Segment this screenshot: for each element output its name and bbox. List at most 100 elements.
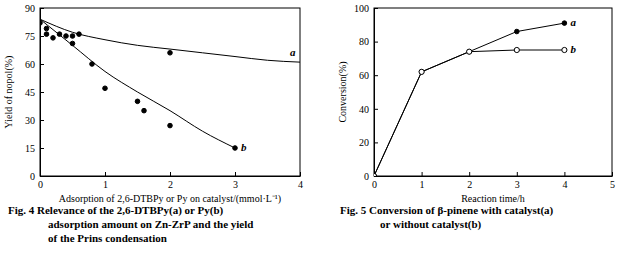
y-tick-mark <box>40 120 44 121</box>
x-tick-label: 1 <box>420 179 425 190</box>
y-tick-label: 80 <box>359 36 369 47</box>
x-tick-mark <box>105 172 106 176</box>
y-tick: 100 <box>354 3 378 14</box>
data-point <box>44 32 49 37</box>
x-tick: 2 <box>467 172 472 190</box>
series-labels: ab <box>241 46 296 153</box>
y-axis: 0 20 40 60 80 100 <box>354 3 378 182</box>
series-line <box>374 23 564 176</box>
y-tick-mark <box>40 8 44 9</box>
x-tick-label: 0 <box>372 179 377 190</box>
x-tick-mark <box>564 172 565 176</box>
caption-line: adsorption amount on Zn-ZrP and the yiel… <box>48 218 253 230</box>
y-axis-title: Conversion(%) <box>337 61 349 122</box>
y-axis-title: Yield of nopol(%) <box>3 56 15 129</box>
y-tick-label: 90 <box>25 3 35 14</box>
y-tick: 20 <box>359 137 378 148</box>
caption-line: Fig. 5 Conversion of β-pinene with catal… <box>340 204 554 217</box>
x-tick-mark <box>517 172 518 176</box>
x-tick: 4 <box>298 172 303 190</box>
x-tick-mark <box>422 172 423 176</box>
y-tick-mark <box>374 176 378 177</box>
y-axis-line <box>374 9 375 177</box>
series-label: b <box>570 43 576 55</box>
y-tick-mark <box>40 92 44 93</box>
y-tick-label: 20 <box>359 137 369 148</box>
x-tick-label: 5 <box>610 179 615 190</box>
x-tick-label: 0 <box>38 179 43 190</box>
y-tick-label: 0 <box>364 171 369 182</box>
y-tick-mark <box>40 176 44 177</box>
x-tick: 3 <box>233 172 238 190</box>
data-point <box>562 21 567 26</box>
series-b <box>374 47 567 176</box>
data-point <box>374 174 376 176</box>
data-point <box>90 62 95 67</box>
x-tick: 5 <box>610 172 615 190</box>
y-tick: 0 <box>30 171 44 182</box>
plot-area <box>374 21 567 176</box>
y-tick: 40 <box>359 104 378 115</box>
series-labels: ab <box>570 16 576 55</box>
x-axis-line <box>41 176 301 177</box>
x-tick: 0 <box>372 172 377 190</box>
x-tick-label: 1 <box>103 179 108 190</box>
y-tick-mark <box>40 148 44 149</box>
y-tick: 15 <box>25 143 44 154</box>
x-tick-label: 2 <box>168 179 173 190</box>
series-a <box>374 21 567 176</box>
y-tick-mark <box>374 42 378 43</box>
data-point <box>168 123 173 128</box>
y-tick-label: 75 <box>25 31 35 42</box>
series-b <box>40 19 237 150</box>
y-axis: 0 15 30 45 60 75 90 <box>25 3 44 182</box>
figure: 012340153045607590Adsorption of 2,6-DTBP… <box>0 0 640 260</box>
data-point <box>103 86 108 91</box>
chart-1: 012345020406080100Reaction time/hConvers… <box>337 3 615 231</box>
data-point <box>70 34 75 39</box>
y-tick-label: 60 <box>359 70 369 81</box>
y-tick: 30 <box>25 115 44 126</box>
x-tick-label: 3 <box>233 179 238 190</box>
x-tick-label: 2 <box>467 179 472 190</box>
y-tick-label: 45 <box>25 87 35 98</box>
data-point <box>64 34 69 39</box>
y-tick: 75 <box>25 31 44 42</box>
x-tick-mark <box>612 172 613 176</box>
plot-frame <box>374 8 612 176</box>
series-label: a <box>570 16 576 28</box>
x-tick-mark <box>170 172 171 176</box>
x-tick-mark <box>300 172 301 176</box>
x-tick-mark <box>469 172 470 176</box>
data-point <box>77 32 82 37</box>
y-tick: 60 <box>359 70 378 81</box>
y-tick-label: 40 <box>359 104 369 115</box>
data-point <box>374 173 377 176</box>
data-point <box>467 49 472 54</box>
x-tick-label: 3 <box>515 179 520 190</box>
y-tick: 90 <box>25 3 44 14</box>
data-point <box>514 47 519 52</box>
data-point <box>70 41 75 46</box>
data-point <box>467 49 472 54</box>
data-point <box>168 51 173 56</box>
y-tick-label: 0 <box>30 171 35 182</box>
plot-area <box>40 19 300 150</box>
plot-frame <box>40 8 300 176</box>
x-tick: 1 <box>103 172 108 190</box>
caption-line: of the Prins condensation <box>48 232 167 244</box>
x-axis-line <box>375 176 613 177</box>
y-tick-label: 60 <box>25 59 35 70</box>
series-a <box>40 19 300 62</box>
y-tick: 80 <box>359 36 378 47</box>
x-axis-title: Reaction time/h <box>461 193 525 204</box>
caption-line: or without catalyst(b) <box>380 218 482 231</box>
data-point <box>515 29 520 34</box>
x-axis: 012345 <box>372 172 615 190</box>
series-label: b <box>241 141 247 153</box>
x-tick: 2 <box>168 172 173 190</box>
data-point <box>142 108 147 113</box>
caption-line: Fig. 4 Relevance of the 2,6-DTBPy(a) or … <box>8 204 224 217</box>
y-tick-mark <box>40 36 44 37</box>
data-point <box>51 36 56 41</box>
